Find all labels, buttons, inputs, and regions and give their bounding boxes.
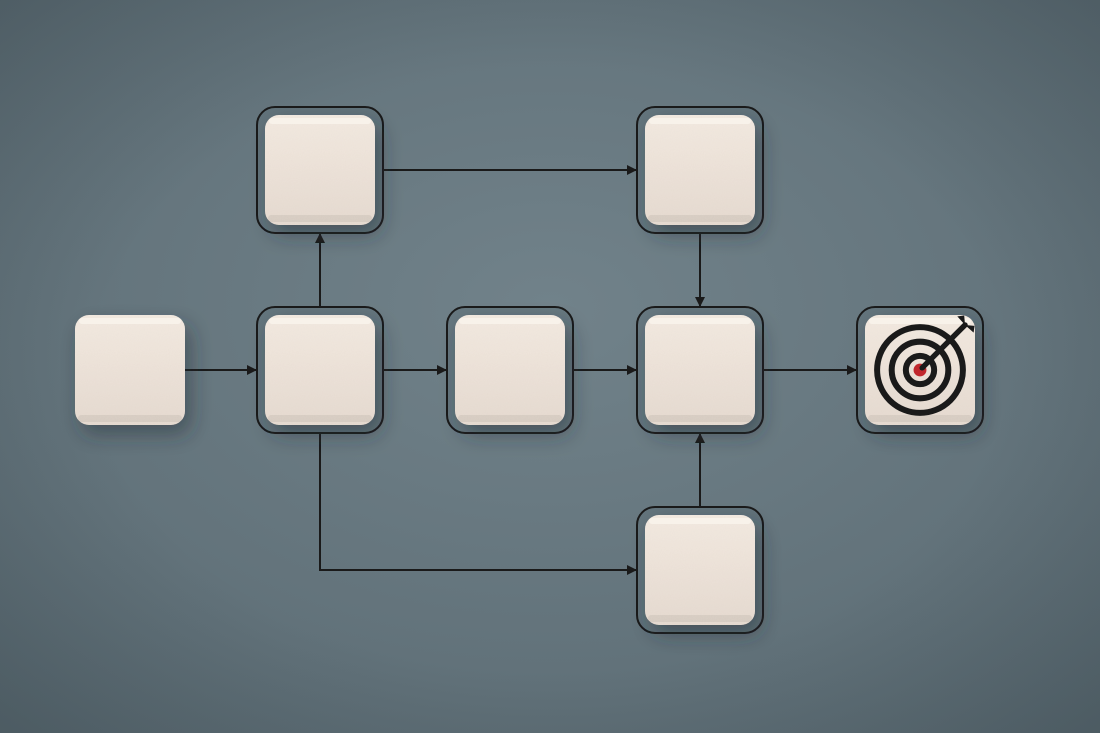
flow-node bbox=[447, 307, 573, 433]
flow-node bbox=[857, 307, 983, 433]
flow-node bbox=[257, 307, 383, 433]
flow-node bbox=[75, 315, 185, 425]
flow-node bbox=[637, 307, 763, 433]
flowchart-diagram bbox=[0, 0, 1100, 733]
flow-node bbox=[637, 507, 763, 633]
flowchart-svg bbox=[0, 0, 1100, 733]
flow-node bbox=[257, 107, 383, 233]
flow-node bbox=[637, 107, 763, 233]
